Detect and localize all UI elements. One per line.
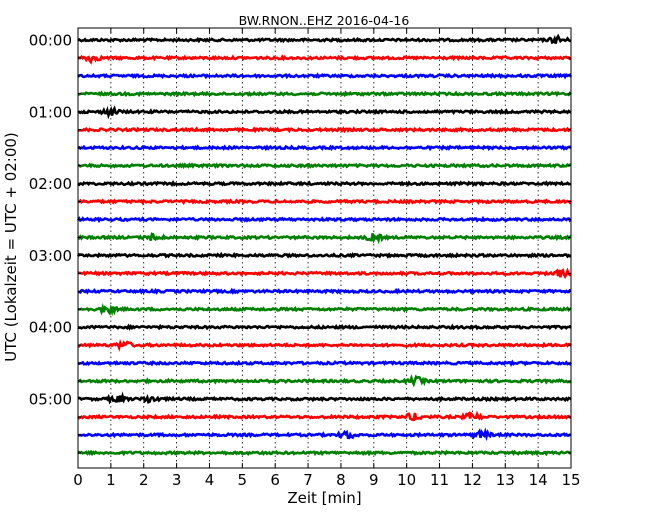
trace-0515 [76, 410, 572, 422]
trace-0230 [76, 215, 572, 224]
y-tick-label: 01:00 [29, 103, 72, 121]
trace-0330 [77, 287, 572, 295]
x-tick-label: 3 [172, 471, 182, 489]
x-tick-label: 1 [106, 471, 116, 489]
x-tick-label: 7 [303, 471, 313, 489]
x-axis-label: Zeit [min] [287, 489, 361, 507]
trace-0400 [77, 323, 572, 331]
x-tick-label: 10 [397, 471, 416, 489]
x-tick-label: 8 [336, 471, 346, 489]
y-tick-label: 00:00 [29, 32, 72, 50]
trace-0215 [77, 198, 573, 206]
y-tick-label: 05:00 [29, 391, 72, 409]
x-tick-label: 9 [369, 471, 379, 489]
trace-0115 [77, 126, 572, 134]
trace-0000 [77, 33, 572, 45]
trace-0100 [77, 105, 572, 120]
x-tick-label: 6 [270, 471, 280, 489]
trace-0200 [77, 180, 572, 187]
trace-0030 [77, 72, 573, 80]
trace-0130 [77, 144, 572, 152]
y-tick-label: 03:00 [29, 247, 72, 265]
x-tick-label: 5 [238, 471, 248, 489]
trace-0045 [77, 90, 572, 98]
trace-0300 [76, 251, 572, 259]
plot-frame [77, 27, 572, 469]
x-tick-label: 15 [561, 471, 580, 489]
seismic-traces [76, 33, 573, 457]
trace-0500 [77, 391, 572, 405]
trace-0545 [77, 449, 572, 457]
x-axis-ticks: 0 1 2 3 4 5 6 7 8 9 10 11 12 13 14 15 [73, 28, 581, 489]
x-tick-label: 0 [73, 471, 83, 489]
trace-0245 [76, 232, 572, 245]
chart-title: BW.RNON..EHZ 2016-04-16 [239, 13, 410, 28]
trace-0530 [77, 427, 572, 442]
grid-lines [110, 28, 539, 468]
x-tick-label: 14 [529, 471, 548, 489]
y-axis-label: UTC (Lokalzeit = UTC + 02:00) [2, 132, 20, 362]
x-tick-label: 12 [463, 471, 482, 489]
y-tick-label: 04:00 [29, 319, 72, 337]
x-tick-label: 2 [139, 471, 149, 489]
trace-0445 [77, 374, 572, 388]
trace-0015 [77, 54, 572, 65]
x-tick-label: 11 [430, 471, 449, 489]
x-tick-label: 4 [205, 471, 215, 489]
trace-0430 [77, 359, 573, 367]
trace-0415 [77, 339, 572, 352]
trace-0145 [77, 162, 572, 170]
y-axis-ticks: 00:00 01:00 02:00 03:00 04:00 05:00 [29, 32, 571, 454]
y-tick-label: 02:00 [29, 175, 72, 193]
x-tick-label: 13 [496, 471, 515, 489]
trace-0315 [77, 267, 572, 280]
trace-0345 [77, 302, 572, 317]
